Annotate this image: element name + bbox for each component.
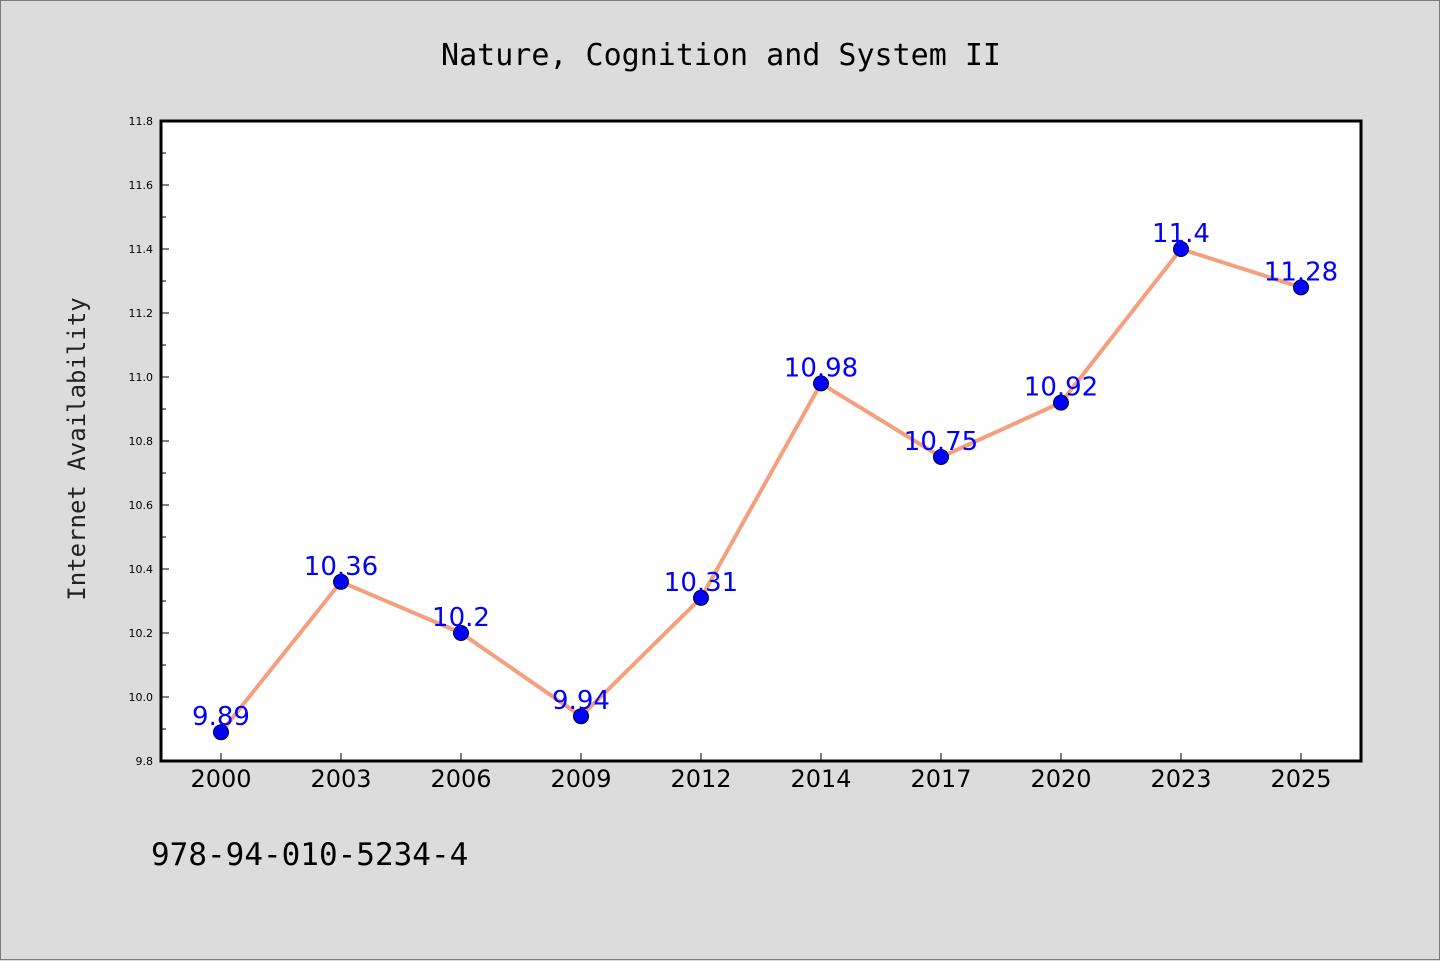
x-tick-label: 2006 [430, 765, 491, 793]
plot-area [159, 119, 1363, 763]
x-tick-label: 2009 [550, 765, 611, 793]
data-label: 10.31 [664, 568, 738, 598]
y-tick-label: 10.2 [129, 627, 154, 640]
data-point [1293, 279, 1309, 296]
y-tick-label: 9.8 [136, 755, 154, 768]
x-tick-label: 2014 [790, 765, 851, 793]
chart-title: Nature, Cognition and System II [441, 38, 1001, 73]
series-line [219, 247, 1303, 735]
data-point [1053, 394, 1069, 411]
x-tick-label: 2012 [670, 765, 731, 793]
x-tick-label: 2017 [910, 765, 971, 793]
data-label: 10.36 [304, 552, 378, 582]
data-label: 11.4 [1152, 219, 1210, 249]
data-point [573, 708, 589, 725]
data-label: 10.2 [432, 603, 490, 633]
data-point [693, 589, 709, 606]
y-tick-label: 10.8 [129, 435, 154, 448]
x-tick-label: 2025 [1270, 765, 1331, 793]
data-point [933, 449, 949, 465]
data-label: 10.92 [1024, 373, 1098, 403]
x-axis-ticks: 2000 2003 2006 2009 2012 2014 2017 2020 2023 2025 [190, 753, 1332, 793]
y-tick-label: 10.4 [129, 563, 154, 576]
data-label: 9.89 [192, 702, 250, 732]
y-axis-label: Internet Availability [63, 297, 91, 600]
isbn-text: 978-94-010-5234-4 [151, 837, 468, 873]
y-tick-label: 11.0 [129, 371, 154, 384]
data-label: 9.94 [552, 686, 610, 716]
data-point [333, 573, 349, 590]
y-tick-label: 11.2 [129, 307, 154, 320]
data-point [453, 625, 469, 641]
y-tick-label: 11.6 [129, 179, 154, 192]
data-series: 9.89 10.36 10.2 9.94 10.31 10.98 10.75 10.92 11.… [192, 219, 1338, 741]
x-tick-label: 2020 [1030, 765, 1091, 793]
data-label: 10.98 [784, 353, 858, 383]
x-tick-label: 2000 [190, 765, 251, 793]
y-tick-label: 10.0 [129, 691, 154, 704]
data-point [1173, 241, 1189, 257]
data-label: 10.75 [904, 427, 978, 457]
y-axis-ticks: 9.8 10.0 10.2 10.4 10.6 10.8 11.0 11.2 11.4 11.6 1… [129, 115, 169, 768]
data-point [813, 375, 829, 392]
data-point [213, 724, 229, 741]
x-tick-label: 2003 [310, 765, 371, 793]
y-tick-label: 11.8 [129, 115, 154, 128]
y-tick-label: 11.4 [129, 243, 154, 256]
x-tick-label: 2023 [1150, 765, 1211, 793]
data-label: 11.28 [1264, 257, 1338, 287]
y-tick-label: 10.6 [129, 499, 154, 512]
